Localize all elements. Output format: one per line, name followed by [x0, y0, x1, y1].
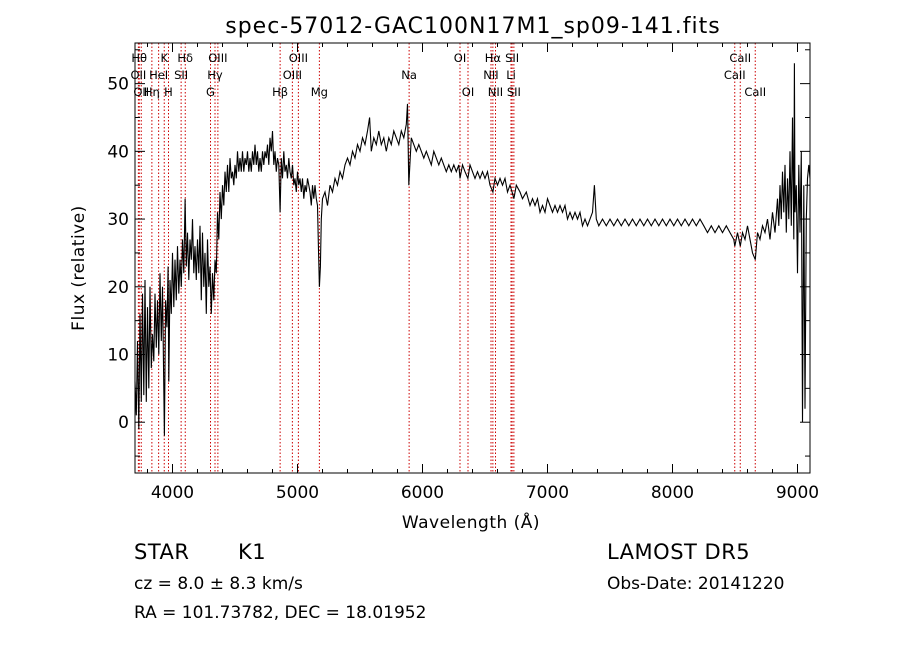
x-tick-label: 5000	[276, 483, 319, 503]
y-tick-label: 20	[107, 278, 129, 298]
line-marker-label: OII	[130, 68, 146, 82]
y-tick-label: 0	[118, 413, 129, 433]
line-marker-label: CaII	[744, 85, 766, 99]
line-marker-label: OIII	[289, 51, 308, 65]
x-tick-label: 8000	[651, 483, 694, 503]
x-axis: 4000 5000 6000 7000 8000 9000	[147, 43, 819, 503]
line-marker-label: K	[160, 51, 168, 65]
line-marker-label: OI	[454, 51, 466, 65]
line-marker-label: Hδ	[177, 51, 193, 65]
survey-name: LAMOST DR5	[607, 540, 751, 564]
y-tick-label: 50	[107, 75, 129, 95]
line-marker-label: OIII	[208, 51, 227, 65]
line-marker-label: Li	[506, 68, 516, 82]
line-marker-label: SII	[505, 51, 519, 65]
line-marker-label: SII	[174, 68, 188, 82]
x-tick-label: 9000	[776, 483, 819, 503]
line-marker-label: OIII	[283, 68, 302, 82]
y-axis-label: Flux (relative)	[69, 205, 89, 331]
line-marker-labels: HθOIIOIIHηHeIKHSIIHδGHγOIIIHβOIIIOIIIMgN…	[130, 51, 766, 99]
velocity-readout: cz = 8.0 ± 8.3 km/s	[134, 574, 303, 594]
line-markers	[137, 43, 756, 473]
x-tick-label: 4000	[151, 483, 194, 503]
x-axis-label: Wavelength (Å)	[402, 511, 540, 533]
line-marker-label: OII	[133, 85, 149, 99]
line-marker-label: HeI	[149, 68, 168, 82]
object-subclass: K1	[238, 540, 267, 564]
line-marker-label: Mg	[311, 85, 328, 99]
line-marker-label: NII	[483, 68, 498, 82]
object-class: STAR	[134, 540, 190, 564]
line-marker-label: G	[206, 85, 215, 99]
line-marker-label: CaII	[729, 51, 751, 65]
x-tick-label: 7000	[526, 483, 569, 503]
line-marker-label: H	[164, 85, 173, 99]
obs-date: Obs-Date: 20141220	[607, 574, 785, 594]
spectrum-line	[134, 63, 811, 436]
coordinates-readout: RA = 101.73782, DEC = 18.01952	[134, 603, 427, 623]
line-marker-label: Hη	[144, 85, 160, 99]
line-marker-label: SII	[507, 85, 521, 99]
y-axis: 0 10 20 30 40 50	[107, 49, 810, 457]
y-tick-label: 40	[107, 142, 129, 162]
line-marker-label: Hα	[485, 51, 502, 65]
line-marker-label: NII	[488, 85, 503, 99]
line-marker-label: CaII	[724, 68, 746, 82]
plot-frame	[134, 42, 811, 474]
line-marker-label: Hγ	[207, 68, 223, 82]
x-tick-label: 6000	[401, 483, 444, 503]
y-tick-label: 10	[107, 345, 129, 365]
line-marker-label: Na	[401, 68, 417, 82]
line-marker-label: Hθ	[131, 51, 147, 65]
line-marker-label: OI	[462, 85, 474, 99]
y-tick-label: 30	[107, 210, 129, 230]
line-marker-label: Hβ	[272, 85, 288, 99]
chart-title: spec-57012-GAC100N17M1_sp09-141.fits	[225, 14, 721, 39]
